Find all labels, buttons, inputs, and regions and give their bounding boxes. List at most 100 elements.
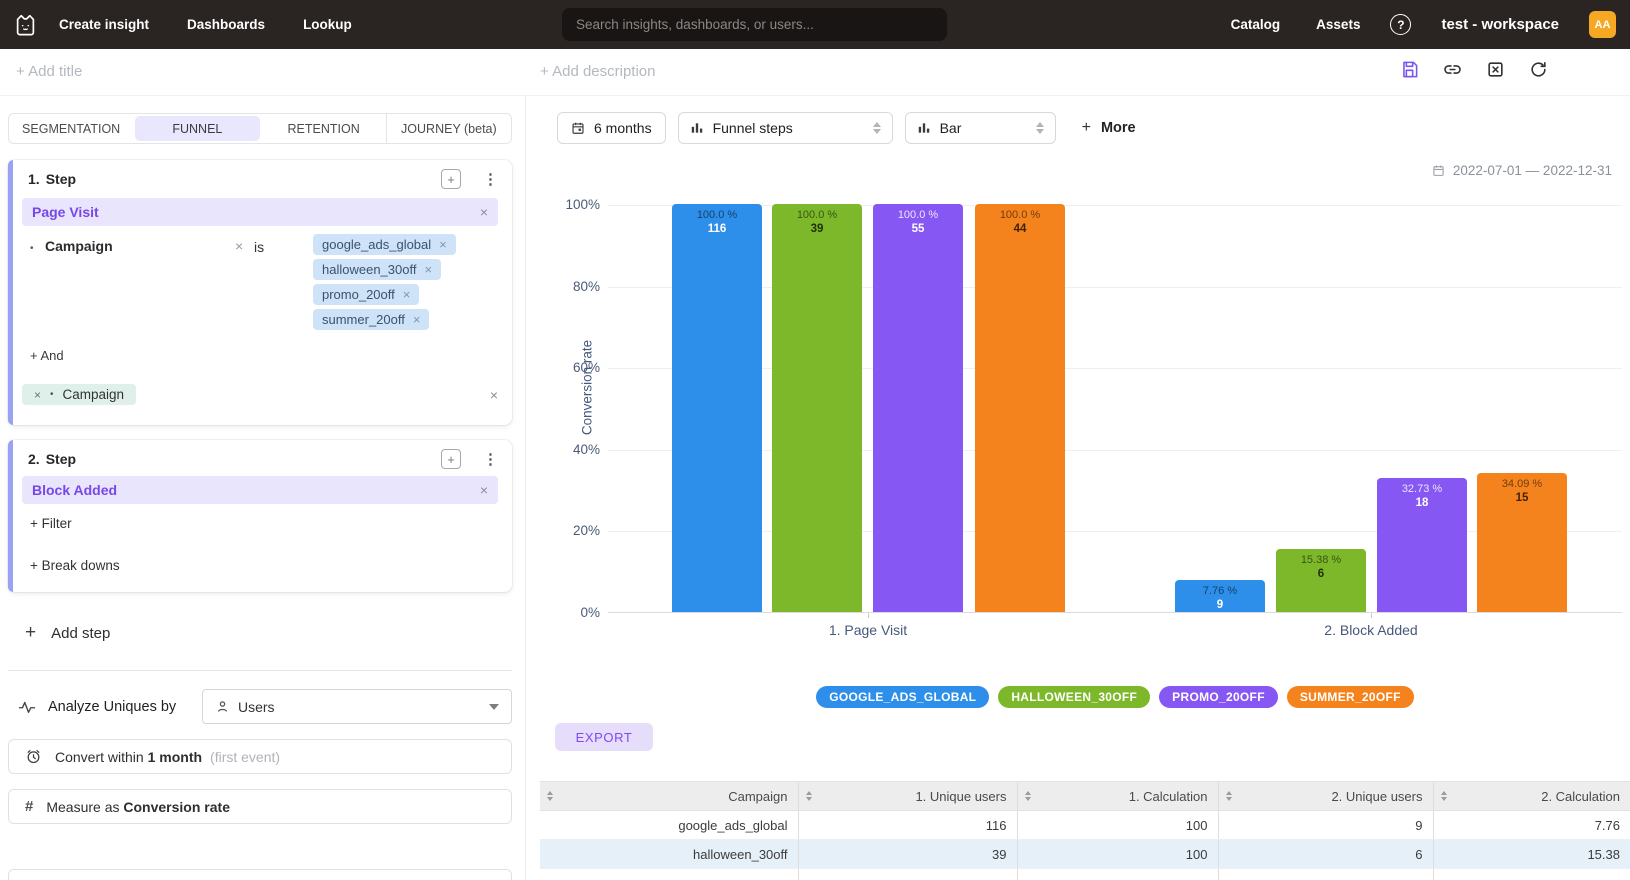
gridline [608, 449, 1622, 451]
sort-icon[interactable] [1225, 791, 1232, 801]
bar-summer_20off[interactable]: 34.09 % 15 [1477, 472, 1567, 612]
save-icon[interactable] [1400, 60, 1419, 79]
brand-logo-icon[interactable] [12, 11, 39, 38]
remove-filter-icon[interactable]: × [235, 238, 244, 254]
add-step-button[interactable]: + Add step [25, 622, 110, 644]
add-event-icon[interactable]: + [441, 169, 461, 189]
bar-percent-label: 32.73 % [1401, 483, 1443, 496]
add-filter-button[interactable]: + Filter [30, 516, 72, 531]
remove-tag-icon[interactable]: × [424, 262, 433, 277]
bullet-icon: • [30, 243, 34, 254]
column-header-1-calculation[interactable]: 1. Calculation [1016, 781, 1218, 811]
filter-value-tag[interactable]: promo_20off × [313, 284, 420, 305]
add-event-icon[interactable]: + [441, 449, 461, 469]
remove-tag-icon[interactable]: × [402, 287, 411, 302]
filter-value-tag[interactable]: halloween_30off × [313, 259, 442, 280]
legend-item-halloween_30off[interactable]: HALLOWEEN_30OFF [998, 686, 1151, 708]
step-menu-icon[interactable]: ⋮ [483, 171, 498, 188]
bar-google_ads_global[interactable]: 7.76 % 9 [1175, 580, 1265, 612]
column-header-2-calculation[interactable]: 2. Calculation [1432, 781, 1630, 811]
measure-as-box[interactable]: # Measure as Conversion rate [8, 789, 512, 824]
gridline [608, 368, 1622, 370]
sort-icon[interactable] [1440, 791, 1447, 801]
bar-count-label: 6 [1317, 568, 1325, 581]
filter-value-text: google_ads_global [322, 237, 432, 252]
refresh-icon[interactable] [1529, 60, 1548, 79]
table-cell: 15.38 [1432, 839, 1630, 869]
add-description-field[interactable]: + Add description [540, 63, 656, 80]
nav-item-create-insight[interactable]: Create insight [59, 17, 150, 32]
y-tick-label: 60% [572, 360, 600, 376]
filter-property[interactable]: Campaign [44, 238, 113, 254]
event-row[interactable]: Page Visit × [22, 198, 498, 226]
bar-count-label: 9 [1216, 599, 1224, 612]
sort-icon[interactable] [1024, 791, 1031, 801]
filter-value-tag[interactable]: summer_20off × [313, 309, 430, 330]
nav-item-lookup[interactable]: Lookup [303, 17, 352, 32]
column-header-1-unique-users[interactable]: 1. Unique users [797, 781, 1017, 811]
clock-icon [27, 750, 40, 764]
second-filter-chip[interactable]: × • Campaign [22, 384, 137, 405]
export-button[interactable]: EXPORT [555, 723, 653, 751]
display-mode-select[interactable]: Funnel steps [677, 112, 893, 144]
link-icon[interactable] [1443, 60, 1462, 79]
legend-item-promo_20off[interactable]: PROMO_20OFF [1159, 686, 1278, 708]
column-header-campaign[interactable]: Campaign [540, 781, 798, 811]
sort-icon[interactable] [547, 791, 553, 801]
date-range-button[interactable]: 6 months [557, 112, 666, 144]
add-breakdown-button[interactable]: + Break downs [30, 558, 120, 573]
remove-tag-icon[interactable]: × [412, 312, 421, 327]
remove-tag-icon[interactable]: × [439, 237, 447, 252]
calendar-icon [1433, 165, 1444, 176]
nav-item-catalog[interactable]: Catalog [1230, 17, 1281, 32]
partial-option-box[interactable] [8, 869, 512, 880]
nav-item-assets[interactable]: Assets [1316, 17, 1361, 32]
search-input[interactable] [562, 8, 947, 41]
remove-second-filter-icon[interactable]: × [489, 386, 498, 403]
step-2-header: 2. Step + ⋮ [28, 449, 498, 469]
add-and-condition-button[interactable]: + And [30, 348, 64, 363]
table-row[interactable]: google_ads_global 116 100 9 7.76 [540, 810, 1630, 840]
legend-item-google_ads_global[interactable]: GOOGLE_ADS_GLOBAL [816, 686, 990, 708]
add-title-field[interactable]: + Add title [16, 63, 83, 80]
bar-summer_20off[interactable]: 100.0 % 44 [975, 204, 1065, 612]
filter-operator[interactable]: is [254, 239, 265, 255]
more-button[interactable]: + More [1082, 119, 1136, 137]
table-row[interactable]: halloween_30off 39 100 6 15.38 [540, 839, 1630, 869]
tab-segmentation[interactable]: SEGMENTATION [22, 121, 121, 136]
mode-tabs: SEGMENTATION FUNNEL RETENTION JOURNEY (beta… [8, 113, 512, 144]
y-tick-label: 80% [572, 278, 600, 294]
step-menu-icon[interactable]: ⋮ [483, 451, 498, 468]
bar-percent-label: 100.0 % [796, 209, 838, 221]
workspace-name[interactable]: test - workspace [1441, 16, 1559, 33]
avatar[interactable]: AA [1589, 11, 1616, 38]
x-category-label: 1. Page Visit [828, 622, 908, 638]
chart-type-select[interactable]: Bar [904, 112, 1056, 144]
tab-funnel[interactable]: FUNNEL [135, 116, 260, 141]
date-range-text: 2022-07-01 — 2022-12-31 [1452, 163, 1612, 178]
analyze-value: Users [238, 698, 275, 715]
analyze-select[interactable]: Users [202, 689, 512, 724]
tab-journey-beta-[interactable]: JOURNEY (beta) [385, 114, 511, 143]
bar-promo_20off[interactable]: 100.0 % 55 [873, 204, 963, 612]
convert-within-box[interactable]: Convert within 1 month (first event) [8, 739, 512, 774]
bar-promo_20off[interactable]: 32.73 % 18 [1377, 478, 1467, 612]
help-icon[interactable]: ? [1390, 14, 1412, 35]
column-header-2-unique-users[interactable]: 2. Unique users [1217, 781, 1433, 811]
nav-item-dashboards[interactable]: Dashboards [187, 17, 266, 32]
filter-value-tag[interactable]: google_ads_global × [313, 234, 456, 255]
bar-halloween_30off[interactable]: 15.38 % 6 [1276, 549, 1366, 612]
close-box-icon[interactable] [1486, 60, 1505, 79]
remove-event-icon[interactable]: × [479, 204, 488, 220]
event-row[interactable]: Block Added × [22, 476, 498, 504]
chart-type-value: Bar [939, 120, 962, 136]
bar-halloween_30off[interactable]: 100.0 % 39 [772, 204, 862, 612]
legend-item-summer_20off[interactable]: SUMMER_20OFF [1286, 686, 1414, 708]
bar-google_ads_global[interactable]: 100.0 % 116 [672, 204, 762, 612]
remove-chip-icon[interactable]: × [34, 387, 42, 402]
convert-prefix: Convert within [55, 748, 144, 765]
tab-retention[interactable]: RETENTION [287, 121, 360, 136]
pulse-icon [18, 701, 36, 713]
remove-event-icon[interactable]: × [479, 482, 488, 498]
sort-icon[interactable] [805, 791, 812, 801]
